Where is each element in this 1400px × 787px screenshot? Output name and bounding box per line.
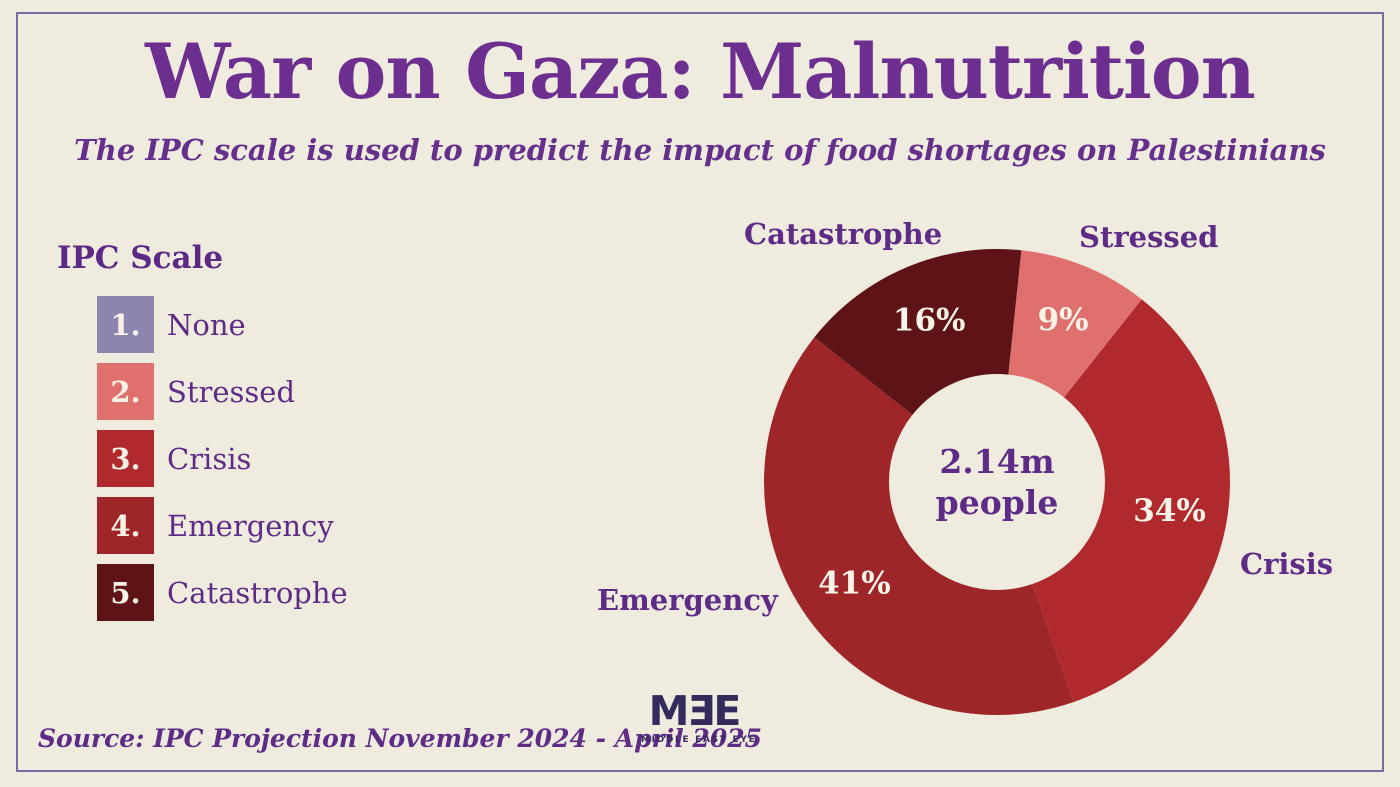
legend-item-none: 1. None <box>97 296 348 353</box>
donut-percent-label-stressed: 9% <box>1038 302 1089 338</box>
donut-center-label: 2.14m people <box>897 441 1097 523</box>
legend-label: Catastrophe <box>167 575 348 610</box>
donut-segment-emergency <box>763 337 1074 716</box>
source-note: Source: IPC Projection November 2024 - A… <box>38 724 763 753</box>
donut-percent-label-catastrophe: 16% <box>893 303 966 339</box>
legend-item-stressed: 2. Stressed <box>97 363 348 420</box>
page-title: War on Gaza: Malnutrition <box>145 27 1256 116</box>
center-label-line1: 2.14m <box>939 442 1055 481</box>
segment-label-stressed: Stressed <box>1079 220 1219 254</box>
legend-swatch-emergency: 4. <box>97 497 154 554</box>
donut-segment-crisis <box>1032 299 1231 703</box>
center-label-line2: people <box>935 483 1059 522</box>
mee-logo-subtext: MIDDLE EAST EYE <box>641 735 757 745</box>
legend-item-crisis: 3. Crisis <box>97 430 348 487</box>
segment-label-catastrophe: Catastrophe <box>744 217 943 251</box>
legend-swatch-catastrophe: 5. <box>97 564 154 621</box>
legend-label: Emergency <box>167 508 334 543</box>
legend-label: None <box>167 307 246 342</box>
legend-label: Crisis <box>167 441 252 476</box>
legend-swatch-none: 1. <box>97 296 154 353</box>
legend-title: IPC Scale <box>57 240 224 276</box>
segment-label-emergency: Emergency <box>597 583 778 617</box>
donut-segment-stressed <box>1008 250 1142 398</box>
legend-swatch-crisis: 3. <box>97 430 154 487</box>
donut-chart: 9% 34% 41% 16% <box>763 249 1231 716</box>
mee-logo: MƎE MIDDLE EAST EYE <box>641 687 757 746</box>
donut-segment-catastrophe <box>814 249 1022 415</box>
donut-percent-label-emergency: 41% <box>818 565 891 601</box>
segment-label-crisis: Crisis <box>1240 547 1334 581</box>
mee-logo-mark: MƎE <box>648 687 742 735</box>
legend-swatch-stressed: 2. <box>97 363 154 420</box>
legend-item-emergency: 4. Emergency <box>97 497 348 554</box>
donut-percent-label-crisis: 34% <box>1133 493 1206 529</box>
legend-item-catastrophe: 5. Catastrophe <box>97 564 348 621</box>
page-subtitle: The IPC scale is used to predict the imp… <box>74 133 1326 167</box>
ipc-scale-legend: 1. None 2. Stressed 3. Crisis 4. Emergency 5. Cat… <box>97 296 348 631</box>
legend-label: Stressed <box>167 374 296 409</box>
